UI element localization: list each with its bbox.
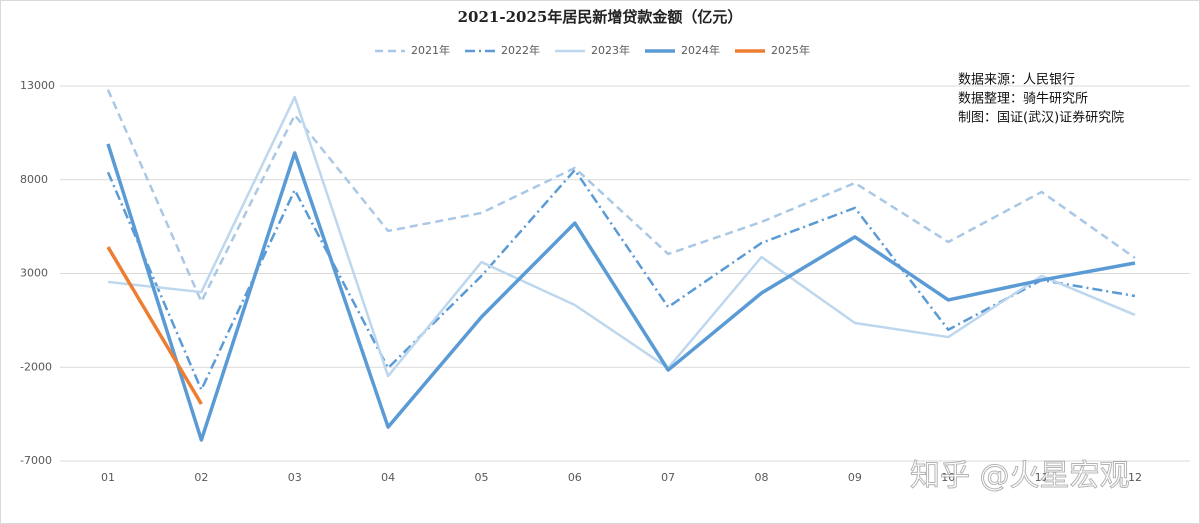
y-tick-label: -2000 bbox=[20, 360, 52, 373]
series-line bbox=[106, 143, 1136, 442]
annotation: 数据整理：骑牛研究所 bbox=[958, 92, 1088, 107]
annotation: 数据来源：人民银行 bbox=[958, 73, 1075, 88]
x-tick-label: 08 bbox=[755, 471, 769, 484]
series-line bbox=[107, 95, 1136, 378]
x-tick-label: 02 bbox=[194, 471, 208, 484]
series-line bbox=[106, 168, 1136, 391]
series-line bbox=[106, 89, 1136, 303]
legend-label: 2024年 bbox=[681, 43, 720, 57]
watermark: 知乎 @火星宏观 bbox=[910, 459, 1130, 494]
x-tick-label: 06 bbox=[568, 471, 582, 484]
y-tick-label: 13000 bbox=[20, 79, 55, 92]
y-tick-label: 8000 bbox=[20, 173, 48, 186]
legend-label: 2022年 bbox=[501, 43, 540, 57]
legend-label: 2023年 bbox=[591, 43, 630, 57]
x-tick-label: 11 bbox=[1035, 471, 1049, 484]
y-tick-label: 3000 bbox=[20, 267, 48, 280]
x-tick-label: 05 bbox=[474, 471, 488, 484]
x-tick-label: 03 bbox=[288, 471, 302, 484]
x-tick-label: 07 bbox=[661, 471, 675, 484]
chart-title: 2021-2025年居民新增贷款金额（亿元） bbox=[458, 8, 743, 26]
x-tick-label: 10 bbox=[941, 471, 955, 484]
annotation: 制图：国证(武汉)证券研究院 bbox=[958, 110, 1124, 126]
x-tick-label: 04 bbox=[381, 471, 395, 484]
series-line bbox=[106, 246, 203, 405]
legend-label: 2021年 bbox=[411, 43, 450, 57]
x-tick-label: 09 bbox=[848, 471, 862, 484]
legend-label: 2025年 bbox=[771, 43, 810, 57]
x-tick-label: 12 bbox=[1128, 471, 1142, 484]
y-tick-label: -7000 bbox=[20, 454, 52, 467]
x-tick-label: 01 bbox=[101, 471, 115, 484]
